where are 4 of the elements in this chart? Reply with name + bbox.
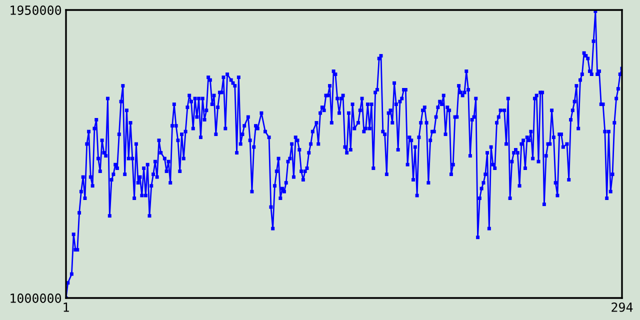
x-tick-label: 1 bbox=[64, 302, 69, 312]
y-tick-label: 1000000 bbox=[10, 294, 62, 303]
y-tick-label: 1950000 bbox=[10, 6, 62, 15]
x-tick-label: 294 bbox=[612, 302, 633, 312]
